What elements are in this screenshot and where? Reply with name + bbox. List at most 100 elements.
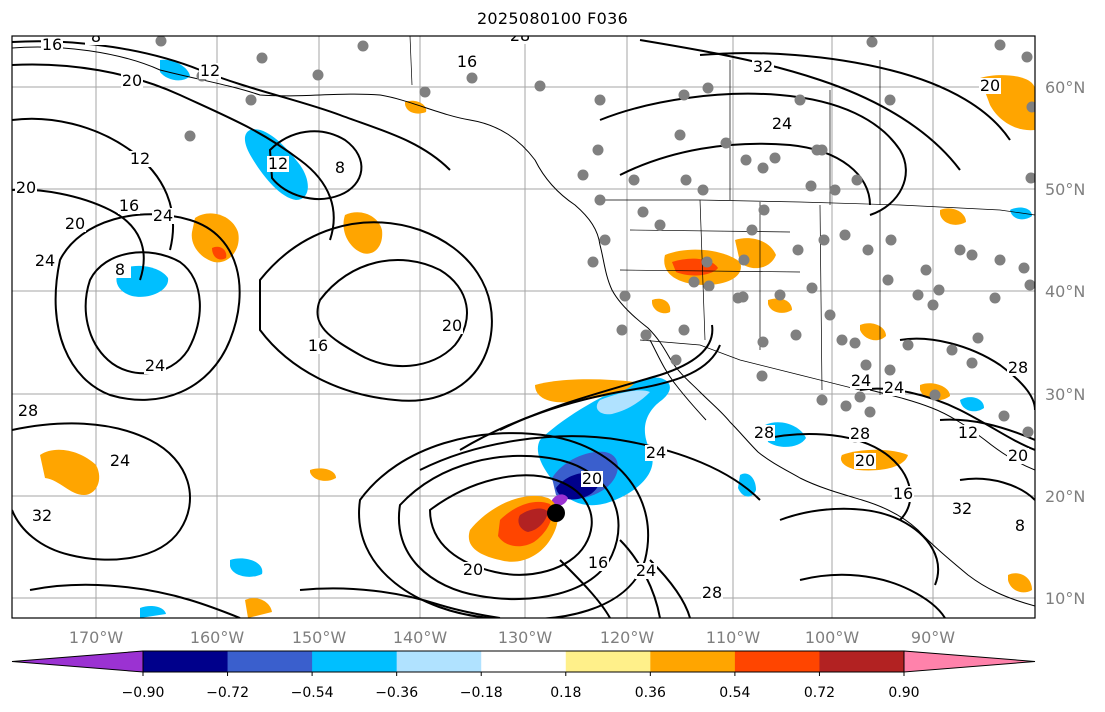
contour-20-loop [54, 213, 241, 401]
station-marker [419, 86, 431, 98]
contour-label: 24 [851, 371, 871, 390]
lat-tick-label: 30°N [1045, 385, 1085, 404]
colorbar: −0.90 −0.72 −0.54 −0.36 −0.18 0.18 0.36 0.54 0.7… [11, 650, 1036, 701]
station-marker [184, 130, 196, 142]
contour-4-band [499, 324, 714, 431]
contour-28-se [899, 337, 1035, 411]
lat-tick-label: 10°N [1045, 589, 1085, 608]
contour-label-bg [509, 36, 531, 44]
contour-label-bg [951, 501, 973, 517]
contour-label-bg [441, 318, 463, 334]
contour-16-central [316, 259, 468, 368]
station-marker [720, 137, 732, 149]
shaded-anomalies [40, 59, 1035, 618]
station-marker [594, 94, 606, 106]
lon-tick-label: 140°W [393, 628, 448, 647]
station-marker [1025, 172, 1035, 184]
contour-label-bg [849, 426, 871, 442]
storm-center-marker [547, 504, 565, 522]
contour-label: 32 [753, 57, 773, 76]
contour-label-bg [581, 471, 603, 487]
contour-label: 12 [200, 61, 220, 80]
contour-label: 16 [893, 484, 913, 503]
station-marker [862, 244, 874, 256]
lon-tick-label: 100°W [805, 628, 860, 647]
contour-label: 28 [754, 423, 774, 442]
colorbar-frame [142, 650, 905, 673]
lat-tick-label: 40°N [1045, 282, 1085, 301]
station-marker [757, 336, 769, 348]
station-marker [966, 357, 978, 369]
station-marker [697, 184, 709, 196]
contour-label: 28 [702, 583, 722, 602]
contour-label: 20 [1008, 446, 1028, 465]
contour-label: 20 [442, 316, 462, 335]
contour-label-bg [109, 453, 131, 469]
station-marker [929, 389, 941, 401]
contour-label: 12 [268, 154, 288, 173]
lon-tick-label: 120°W [600, 628, 655, 647]
contour-label: 32 [32, 506, 52, 525]
station-marker [155, 36, 167, 47]
contour-16-west [12, 188, 145, 281]
lat-tick-label: 50°N [1045, 180, 1085, 199]
contour-label: 12 [958, 423, 978, 442]
map-title: 2025080100 F036 [476, 9, 629, 28]
station-marker [902, 339, 914, 351]
station-marker [701, 256, 713, 268]
contour-label-bg [456, 54, 478, 70]
shade-darkred-pacific-tail [518, 508, 548, 532]
station-marker [740, 154, 752, 166]
contour-labels: 16 8 12 20 12 16 8 12 20 24 24 8 16 20 24 28 24 32 20 20 24 2… [15, 36, 1031, 602]
station-marker [994, 254, 1006, 266]
contour-label-bg [883, 380, 905, 396]
shade-red-1 [212, 246, 227, 260]
contour-20-central [259, 221, 493, 402]
station-marker [994, 39, 1006, 51]
contour-label-bg [109, 262, 131, 278]
lon-tick-label: 170°W [69, 628, 124, 647]
station-marker [860, 359, 872, 371]
station-marker [640, 329, 652, 341]
station-marker [245, 94, 257, 106]
station-marker [794, 94, 806, 106]
station-marker [674, 129, 686, 141]
station-marker [637, 206, 649, 218]
lon-tick-label: 110°W [706, 628, 761, 647]
contour-label: 20 [65, 214, 85, 233]
colorbar-tick-label: 0.18 [550, 685, 581, 701]
shade-orange-17 [652, 298, 671, 314]
contour-label: 24 [884, 378, 904, 397]
contour-label: 32 [952, 499, 972, 518]
shade-orange-13 [310, 468, 336, 481]
contour-label: 16 [457, 52, 477, 71]
station-marker [790, 329, 802, 341]
contour-label-bg [267, 156, 289, 172]
contour-label-bg [121, 73, 143, 89]
colorbar-segment [227, 651, 313, 672]
station-marker [851, 174, 863, 186]
contour-label: 20 [582, 469, 602, 488]
contour-12-canada [699, 52, 1011, 141]
contour-label: 20 [122, 71, 142, 90]
contour-label: 20 [16, 178, 36, 197]
contour-24-loop [84, 251, 201, 375]
coast-alaska [12, 46, 1035, 607]
station-marker [998, 410, 1010, 422]
colorbar-segment [396, 651, 482, 672]
contour-label-bg [41, 37, 63, 53]
lon-tick-label: 150°W [292, 628, 347, 647]
colorbar-tick-label: −0.36 [375, 685, 418, 701]
station-marker [966, 249, 978, 261]
contour-8-gulf [268, 130, 363, 200]
contour-label-bg [329, 160, 351, 176]
contour-label: 28 [850, 424, 870, 443]
colorbar-segment [312, 651, 398, 672]
station-marker [920, 264, 932, 276]
lat-tick-label: 20°N [1045, 487, 1085, 506]
station-marker [680, 174, 692, 186]
contours [12, 39, 1035, 618]
colorbar-tick-label: −0.18 [460, 685, 503, 701]
station-marker [824, 309, 836, 321]
station-marker [594, 194, 606, 206]
